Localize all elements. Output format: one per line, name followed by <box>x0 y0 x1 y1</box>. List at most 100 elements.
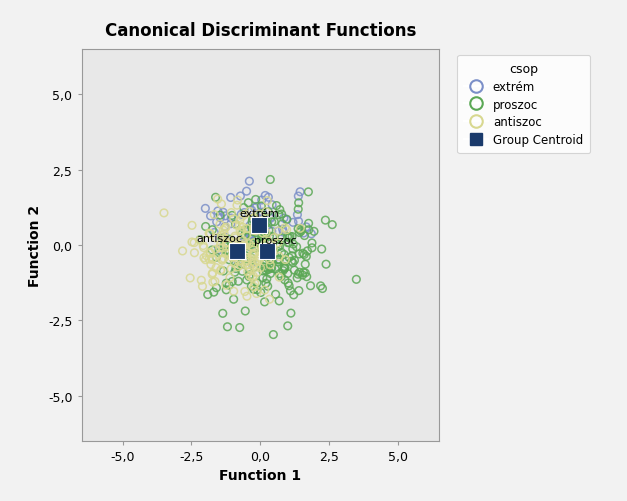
Point <box>293 225 303 233</box>
Point <box>248 227 258 235</box>
Point <box>211 234 221 242</box>
Point <box>222 238 232 246</box>
Point <box>273 259 283 267</box>
Point <box>219 242 229 250</box>
Point <box>252 280 262 288</box>
Point <box>230 246 240 254</box>
Point <box>248 273 258 281</box>
Point <box>240 308 250 316</box>
Point <box>293 193 303 201</box>
Point <box>241 243 251 252</box>
Point <box>274 297 284 305</box>
Point <box>214 244 224 253</box>
Point <box>288 245 298 254</box>
Point <box>218 310 228 318</box>
Point <box>300 261 310 269</box>
Point <box>222 239 232 247</box>
Point <box>265 176 275 184</box>
Point <box>315 282 325 290</box>
Point <box>283 239 293 247</box>
Point <box>236 261 246 269</box>
Point <box>248 224 258 232</box>
Point <box>292 211 302 219</box>
Point <box>302 273 312 281</box>
Point <box>218 268 228 276</box>
Point <box>198 283 208 291</box>
Point <box>287 258 297 266</box>
Point <box>236 239 246 247</box>
Point <box>177 247 187 256</box>
Point <box>305 282 315 290</box>
Point <box>254 243 264 252</box>
Point <box>294 287 304 295</box>
Point <box>245 243 255 251</box>
Point <box>246 231 256 239</box>
Point <box>209 289 219 297</box>
Point <box>258 220 268 228</box>
Point <box>221 280 231 288</box>
Point <box>243 248 253 257</box>
Point <box>250 245 260 253</box>
Point <box>213 196 223 204</box>
Point <box>219 235 229 243</box>
Point <box>254 210 264 218</box>
Point <box>201 252 211 260</box>
Point <box>234 243 245 252</box>
Point <box>261 219 271 227</box>
Point <box>309 228 319 236</box>
Point <box>260 259 270 267</box>
Point <box>208 226 218 234</box>
Point <box>189 249 199 257</box>
Point <box>321 261 331 269</box>
Point <box>227 212 237 220</box>
Point <box>269 234 279 242</box>
Point <box>282 216 292 224</box>
Point <box>295 225 305 233</box>
Point <box>239 209 249 217</box>
Point <box>286 310 296 318</box>
Point <box>244 240 254 248</box>
Point <box>208 255 218 263</box>
Point <box>215 212 225 220</box>
Point <box>254 226 264 234</box>
Point <box>229 296 239 304</box>
Point <box>288 291 298 299</box>
Point <box>233 258 243 266</box>
Point <box>195 236 205 244</box>
Point <box>280 256 290 264</box>
Point <box>244 245 254 254</box>
Point <box>201 205 211 213</box>
Point <box>253 235 263 243</box>
Point <box>224 256 234 264</box>
Point <box>292 243 302 252</box>
Point <box>211 254 221 262</box>
Point <box>199 254 209 262</box>
Point <box>236 248 246 256</box>
Point <box>254 215 264 223</box>
Point <box>236 244 246 253</box>
Point <box>187 222 197 230</box>
Point <box>247 235 257 243</box>
Point <box>224 248 234 256</box>
Point <box>234 258 244 266</box>
Point <box>232 202 242 210</box>
Point <box>201 223 211 231</box>
Point <box>266 228 277 236</box>
Point <box>260 264 270 272</box>
Point <box>239 204 249 212</box>
Point <box>279 214 289 222</box>
Point <box>229 288 239 296</box>
Title: Canonical Discriminant Functions: Canonical Discriminant Functions <box>105 22 416 40</box>
Point <box>249 223 259 231</box>
Point <box>246 254 256 262</box>
Point <box>268 331 278 339</box>
Point <box>255 220 265 228</box>
Point <box>274 270 284 278</box>
Text: extrém: extrém <box>239 208 279 218</box>
Point <box>221 286 231 294</box>
Point <box>238 233 248 241</box>
Point <box>287 252 297 260</box>
Point <box>229 258 240 266</box>
Point <box>230 232 240 240</box>
Point <box>225 274 235 282</box>
